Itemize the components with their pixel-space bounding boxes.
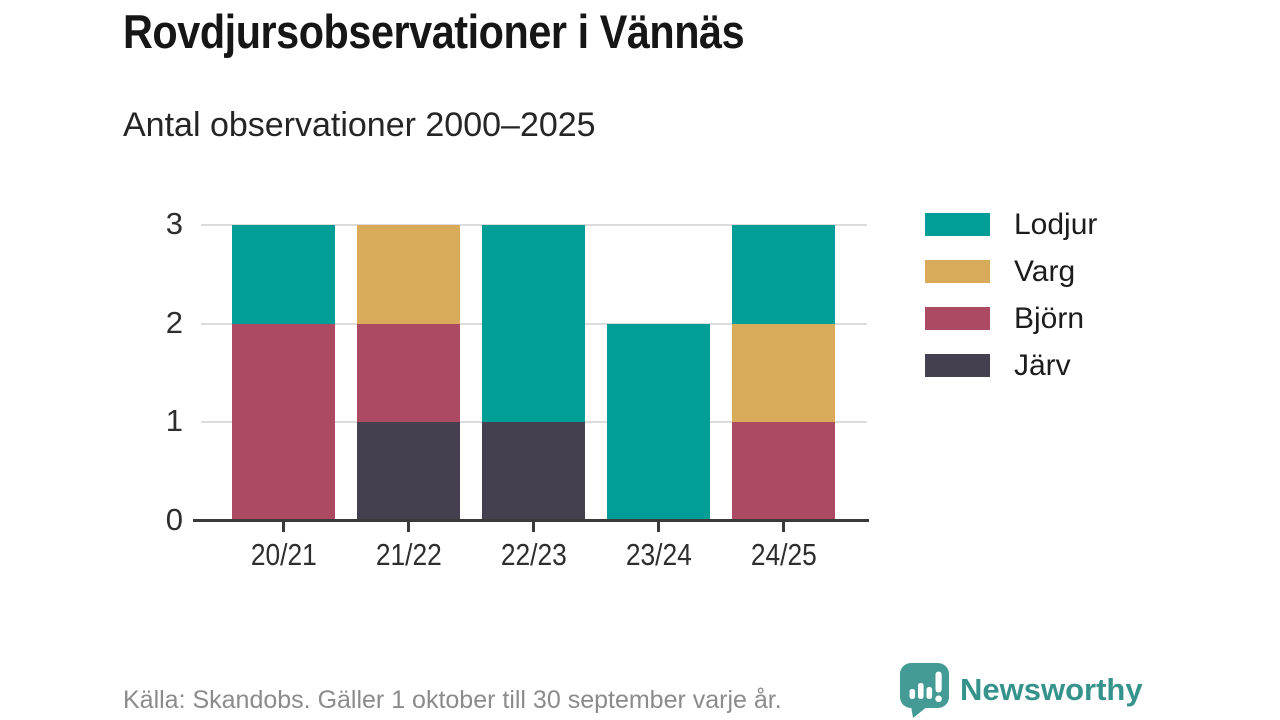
legend-label-Björn: Björn (1014, 301, 1085, 335)
legend-label-Varg: Varg (1014, 254, 1076, 288)
legend-item-Varg: Varg (925, 255, 1097, 288)
x-label-21/22: 21/22 (375, 537, 442, 572)
bar-segment-22/23-Lodjur (482, 225, 585, 423)
gridline-3 (201, 224, 867, 226)
x-tick-24/25 (782, 522, 785, 532)
chart-title: Rovdjursobservationer i Vännäs (123, 5, 745, 58)
legend-swatch-Björn (925, 307, 990, 330)
bar-24/25 (732, 225, 835, 521)
legend: Lodjur Varg Björn Järv (925, 208, 1097, 401)
bar-segment-20/21-Björn (232, 323, 335, 521)
bar-segment-24/25-Varg (732, 323, 835, 423)
x-tick-20/21 (282, 522, 285, 532)
bar-segment-24/25-Lodjur (732, 225, 835, 324)
bar-23/24 (607, 323, 710, 521)
y-label-2: 2 (165, 304, 183, 340)
bar-21/22 (357, 225, 460, 521)
chart-subtitle: Antal observationer 2000–2025 (123, 106, 596, 144)
x-axis-line (193, 519, 869, 522)
plot-area (193, 224, 869, 522)
legend-swatch-Lodjur (925, 213, 990, 236)
bar-segment-20/21-Lodjur (232, 225, 335, 324)
x-label-20/21: 20/21 (250, 537, 317, 572)
bar-segment-21/22-Björn (357, 323, 460, 423)
legend-swatch-Järv (925, 354, 990, 377)
y-label-1: 1 (165, 403, 183, 439)
x-tick-22/23 (532, 522, 535, 532)
newsworthy-logo-icon (900, 663, 949, 718)
x-label-24/25: 24/25 (750, 537, 817, 572)
legend-label-Järv: Järv (1014, 348, 1071, 382)
source-note: Källa: Skandobs. Gäller 1 oktober till 3… (123, 686, 782, 714)
branding: Newsworthy (897, 662, 1143, 718)
legend-item-Lodjur: Lodjur (925, 208, 1097, 241)
newsworthy-logo-text: Newsworthy (960, 672, 1143, 707)
bar-20/21 (232, 225, 335, 521)
legend-label-Lodjur: Lodjur (1014, 207, 1098, 241)
bar-segment-21/22-Varg (357, 225, 460, 324)
x-tick-21/22 (407, 522, 410, 532)
x-tick-23/24 (657, 522, 660, 532)
bar-segment-23/24-Lodjur (607, 323, 710, 521)
x-label-22/23: 22/23 (500, 537, 567, 572)
legend-swatch-Varg (925, 260, 990, 283)
bar-segment-21/22-Järv (357, 422, 460, 521)
bar-22/23 (482, 225, 585, 521)
legend-item-Järv: Järv (925, 349, 1097, 382)
legend-item-Björn: Björn (925, 302, 1097, 335)
x-label-23/24: 23/24 (625, 537, 692, 572)
y-label-0: 0 (165, 502, 183, 537)
bar-segment-22/23-Järv (482, 422, 585, 521)
bar-segment-24/25-Björn (732, 422, 835, 521)
y-label-3: 3 (165, 206, 183, 241)
